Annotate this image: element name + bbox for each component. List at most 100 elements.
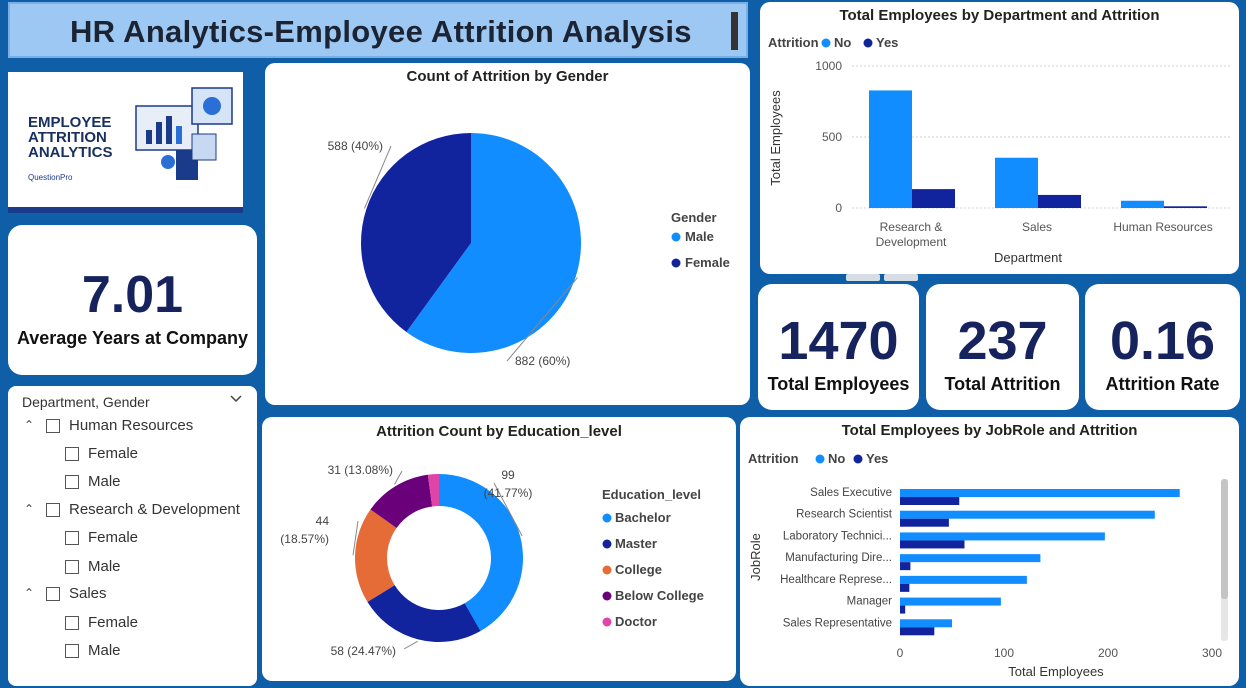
- data-label-female: 588 (40%): [328, 139, 383, 153]
- x-tick-label: Research &: [880, 220, 943, 234]
- slicer-item-sales[interactable]: Sales: [69, 585, 107, 602]
- pie-slice-male: [406, 133, 581, 353]
- collapse-icon[interactable]: ⌃: [24, 418, 35, 432]
- bar-sales-yes: [1038, 194, 1081, 208]
- legend-item-bachelor: Bachelor: [615, 510, 671, 525]
- data-label-leader: [506, 277, 578, 362]
- education-chart-title: Attrition Count by Education_level: [376, 423, 622, 440]
- legend-item-yes: Yes: [866, 451, 888, 466]
- legend-item-master: Master: [615, 536, 657, 551]
- checkbox-sales-male[interactable]: [65, 644, 79, 658]
- x-tick-label: 300: [1202, 646, 1222, 660]
- legend-item-doctor: Doctor: [615, 614, 657, 629]
- kpi-total-employees-label: Total Employees: [767, 374, 910, 394]
- slicer-item-sales-female[interactable]: Female: [88, 614, 139, 631]
- slicer-item-hr-female[interactable]: Female: [88, 445, 139, 462]
- legend-marker-no: [815, 454, 825, 464]
- bar-research-scientist-no: [900, 510, 1155, 519]
- donut-slice-bachelor: [439, 474, 523, 632]
- title-banner: HR Analytics-Employee Attrition Analysis: [8, 2, 748, 58]
- checkbox-hr-female[interactable]: [65, 447, 79, 461]
- y-tick-label: Laboratory Technici...: [783, 530, 892, 542]
- checkbox-sales[interactable]: [46, 587, 60, 601]
- donut-slice-below-college: [370, 474, 433, 528]
- gender-chart-title: Count of Attrition by Gender: [406, 68, 609, 85]
- logo-line-2: ATTRITION: [28, 129, 107, 146]
- bar-research-development-yes: [912, 189, 955, 208]
- kpi-average-years-card: 7.01 Average Years at Company: [8, 225, 257, 375]
- resize-handle[interactable]: [884, 274, 918, 281]
- checkbox-research-development[interactable]: [46, 503, 60, 517]
- title-accent-bar: [731, 12, 738, 50]
- checkbox-hr-male[interactable]: [65, 475, 79, 489]
- slicer-item-sales-male[interactable]: Male: [88, 642, 121, 659]
- department-chart-title: Total Employees by Department and Attrit…: [839, 7, 1160, 24]
- bar-human-resources-yes: [1164, 206, 1207, 208]
- collapse-icon[interactable]: ⌃: [24, 586, 35, 600]
- kpi-total-attrition-value: 237: [957, 311, 1048, 371]
- slicer-item-rd-female[interactable]: Female: [88, 529, 139, 546]
- legend-marker-female: [671, 258, 681, 268]
- legend-item-below-college: Below College: [615, 588, 704, 603]
- y-tick-label: Sales Representative: [783, 617, 892, 629]
- department-bar-card: Total Employees by Department and Attrit…: [760, 2, 1239, 274]
- x-tick-label: Human Resources: [1113, 220, 1212, 234]
- data-label-leader: [352, 520, 359, 556]
- y-tick-label: Manufacturing Dire...: [785, 552, 892, 564]
- page-title: HR Analytics-Employee Attrition Analysis: [70, 14, 692, 49]
- slicer-item-research-development[interactable]: Research & Development: [69, 501, 240, 518]
- education-donut-chart: 99 (41.77%) 58 (24.47%) 44 (18.57%) 31 (13.08…: [280, 463, 704, 658]
- slicer-item-hr-male[interactable]: Male: [88, 473, 121, 490]
- bar-manager-yes: [900, 605, 906, 614]
- checkbox-rd-male[interactable]: [65, 560, 79, 574]
- bar-healthcare-represe-no: [900, 575, 1027, 584]
- education-donut-card: Attrition Count by Education_level 99 (41…: [262, 417, 736, 681]
- donut-slice-college: [355, 509, 397, 602]
- kpi-attrition-rate-label: Attrition Rate: [1105, 374, 1220, 394]
- logo-bottom-bar: [8, 207, 243, 213]
- bar-sales-executive-no: [900, 489, 1180, 497]
- kpi-attrition-rate-card: 0.16 Attrition Rate: [1085, 284, 1240, 410]
- slicer-item-human-resources[interactable]: Human Resources: [69, 417, 194, 434]
- y-tick-label: Manager: [847, 596, 893, 608]
- resize-handle[interactable]: [846, 274, 880, 281]
- gender-pie-card: Count of Attrition by Gender 882 (60%) 58…: [265, 63, 750, 405]
- kpi-total-employees-card: 1470 Total Employees: [758, 284, 919, 410]
- data-label-leader: [493, 482, 523, 537]
- chevron-down-icon[interactable]: [230, 395, 242, 403]
- legend-marker-yes: [863, 38, 873, 48]
- y-tick-label: Research Scientist: [796, 509, 893, 521]
- legend-item-no: No: [834, 35, 851, 50]
- checkbox-human-resources[interactable]: [46, 419, 60, 433]
- department-bar-chart: Attrition No Yes 0 500 1000 Total Employees Res…: [768, 35, 1230, 265]
- data-label-college: (18.57%): [280, 532, 329, 546]
- data-label-below-college: 31 (13.08%): [328, 463, 393, 477]
- slicer-title: Department, Gender: [22, 394, 150, 410]
- y-tick-label: Healthcare Represe...: [780, 574, 892, 586]
- checkbox-sales-female[interactable]: [65, 616, 79, 630]
- y-tick-label: 1000: [815, 59, 842, 73]
- legend-marker-doctor: [602, 617, 612, 627]
- bar-laboratory-technici-yes: [900, 540, 965, 549]
- legend-marker-no: [821, 38, 831, 48]
- y-tick-label: 500: [822, 130, 842, 144]
- donut-slice-master: [367, 585, 481, 642]
- scrollbar-thumb: [1221, 479, 1228, 599]
- department-gender-slicer: Department, Gender ⌃ Human Resources Fem…: [8, 386, 257, 686]
- employee-attrition-logo: EMPLOYEE ATTRITION ANALYTICS QuestionPro: [8, 72, 243, 213]
- checkbox-rd-female[interactable]: [65, 531, 79, 545]
- x-tick-label: 200: [1098, 646, 1118, 660]
- bar-manufacturing-dire-no: [900, 554, 1041, 563]
- legend-title: Attrition: [768, 35, 819, 50]
- bar-sales-representative-yes: [900, 627, 935, 636]
- legend-marker-bachelor: [602, 513, 612, 523]
- data-label-master: 58 (24.47%): [331, 644, 396, 658]
- legend-title: Gender: [671, 210, 717, 225]
- collapse-icon[interactable]: ⌃: [24, 502, 35, 516]
- bar-research-scientist-yes: [900, 518, 949, 527]
- slicer-item-rd-male[interactable]: Male: [88, 558, 121, 575]
- pie-slice-female: [361, 133, 471, 332]
- legend-title: Attrition: [748, 451, 799, 466]
- legend-item-no: No: [828, 451, 845, 466]
- donut-slice-doctor: [427, 474, 439, 507]
